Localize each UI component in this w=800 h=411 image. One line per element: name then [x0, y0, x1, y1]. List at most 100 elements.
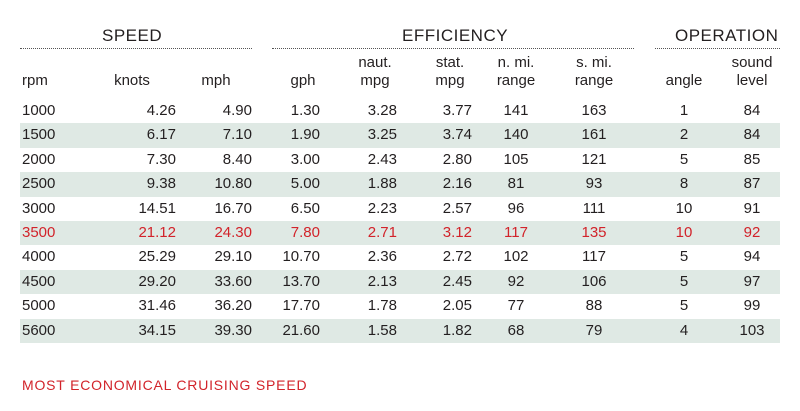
cell-mph: 33.60: [214, 272, 252, 290]
cell-s-mi-range: 106: [581, 272, 607, 290]
cell-naut-mpg: 2.71: [367, 223, 397, 241]
cell-n-mi-range: 68: [507, 321, 525, 339]
cell-gph: 7.80: [290, 223, 320, 241]
cell-knots: 14.51: [138, 199, 176, 217]
cell-naut-mpg: 3.25: [367, 126, 397, 144]
group-title-speed: SPEED: [102, 26, 163, 45]
cell-naut-mpg: 1.58: [367, 321, 397, 339]
cell-stat-mpg: 2.72: [442, 248, 472, 266]
cell-rpm: 1000: [22, 102, 56, 119]
column-header-s-mi-range: s. mi. range: [570, 54, 618, 90]
cell-angle: 5: [679, 297, 689, 315]
cell-angle: 8: [679, 175, 689, 193]
column-header-stat-mpg-line2: mpg: [435, 72, 465, 89]
cell-gph: 21.60: [282, 321, 320, 339]
cell-gph: 6.50: [290, 199, 320, 217]
cell-mph: 36.20: [214, 297, 252, 315]
cell-rpm: 3500: [22, 223, 56, 241]
cell-n-mi-range: 117: [504, 223, 528, 241]
cell-mph: 29.10: [214, 248, 252, 266]
column-header-gph: gph: [290, 72, 316, 89]
cell-n-mi-range: 140: [503, 126, 529, 144]
cell-sound-level: 99: [743, 297, 761, 315]
cell-naut-mpg: 2.36: [367, 248, 397, 266]
cell-stat-mpg: 2.80: [442, 150, 472, 168]
cell-n-mi-range: 81: [507, 175, 525, 193]
column-header-sound-level-line2: level: [736, 72, 768, 89]
cell-stat-mpg: 2.05: [442, 297, 472, 315]
cell-s-mi-range: 88: [585, 297, 603, 315]
cell-stat-mpg: 2.16: [442, 175, 472, 193]
cell-sound-level: 91: [743, 199, 761, 217]
cell-sound-level: 103: [739, 321, 765, 339]
cell-knots: 7.30: [146, 150, 176, 168]
cell-mph: 10.80: [214, 175, 252, 193]
column-header-angle: angle: [665, 72, 703, 89]
table-row: 1500 6.17 7.10 1.90 3.25 3.74 140 161 2 84: [20, 123, 780, 148]
cell-mph: 7.10: [222, 126, 252, 144]
cell-n-mi-range: 141: [503, 102, 529, 119]
cell-s-mi-range: 93: [585, 175, 603, 193]
cell-mph: 39.30: [214, 321, 252, 339]
cell-naut-mpg: 1.78: [367, 297, 397, 315]
cell-angle: 1: [679, 102, 689, 119]
cell-gph: 13.70: [282, 272, 320, 290]
cell-n-mi-range: 105: [503, 150, 529, 168]
table-row: 2000 7.30 8.40 3.00 2.43 2.80 105 121 5 85: [20, 148, 780, 172]
cell-angle: 5: [679, 150, 689, 168]
cell-mph: 8.40: [222, 150, 252, 168]
table-row: 5600 34.15 39.30 21.60 1.58 1.82 68 79 4 103: [20, 318, 780, 343]
table-row: 4000 25.29 29.10 10.70 2.36 2.72 102 117 5 94: [20, 245, 780, 269]
column-header-n-mi-range: n. mi. range: [492, 54, 540, 90]
table-row-highlighted: 3500 21.12 24.30 7.80 2.71 3.12 117 135 10 92: [20, 220, 780, 246]
cell-sound-level: 84: [743, 102, 761, 119]
cell-naut-mpg: 2.13: [367, 272, 397, 290]
cell-rpm: 4500: [22, 272, 56, 290]
column-header-s-mi-range-line1: s. mi.: [576, 54, 612, 71]
cell-sound-level: 85: [743, 150, 761, 168]
column-header-naut-mpg-line1: naut.: [358, 54, 392, 71]
cell-stat-mpg: 3.12: [442, 223, 472, 241]
cell-sound-level: 84: [743, 126, 761, 144]
cell-n-mi-range: 92: [507, 272, 525, 290]
cell-stat-mpg: 1.82: [442, 321, 472, 339]
cell-knots: 6.17: [146, 126, 176, 144]
group-title-operation: OPERATION: [675, 26, 779, 45]
column-header-n-mi-range-line1: n. mi.: [497, 54, 535, 71]
cell-s-mi-range: 163: [581, 102, 607, 119]
cell-gph: 3.00: [290, 150, 320, 168]
cell-s-mi-range: 135: [581, 223, 607, 241]
group-divider-speed: [20, 48, 252, 49]
column-header-sound-level: sound level: [728, 54, 776, 90]
cell-naut-mpg: 3.28: [367, 102, 397, 119]
cell-sound-level: 94: [743, 248, 761, 266]
cell-gph: 1.90: [290, 126, 320, 144]
group-title-efficiency: EFFICIENCY: [402, 26, 509, 45]
column-header-knots: knots: [114, 72, 150, 89]
legend-note: MOST ECONOMICAL CRUISING SPEED: [22, 377, 308, 393]
cell-stat-mpg: 2.57: [442, 199, 472, 217]
cell-s-mi-range: 117: [582, 248, 606, 266]
column-header-stat-mpg-line1: stat.: [435, 54, 465, 71]
cell-knots: 29.20: [138, 272, 176, 290]
cell-angle: 5: [679, 272, 689, 290]
column-header-stat-mpg: stat. mpg: [426, 54, 474, 90]
cell-knots: 4.26: [146, 102, 176, 119]
table-row: 5000 31.46 36.20 17.70 1.78 2.05 77 88 5 99: [20, 294, 780, 318]
cell-s-mi-range: 121: [581, 150, 607, 168]
cell-gph: 17.70: [282, 297, 320, 315]
cell-mph: 24.30: [214, 223, 252, 241]
cell-angle: 4: [679, 321, 689, 339]
cell-naut-mpg: 1.88: [367, 175, 397, 193]
cell-stat-mpg: 2.45: [442, 272, 472, 290]
group-divider-operation: [655, 48, 780, 49]
column-header-naut-mpg-line2: mpg: [360, 72, 390, 89]
cell-sound-level: 87: [743, 175, 761, 193]
cell-knots: 25.29: [138, 248, 176, 266]
cell-knots: 9.38: [146, 175, 176, 193]
cell-naut-mpg: 2.43: [367, 150, 397, 168]
cell-s-mi-range: 161: [581, 126, 607, 144]
cell-stat-mpg: 3.74: [442, 126, 472, 144]
cell-mph: 4.90: [222, 102, 252, 119]
column-header-mph: mph: [201, 72, 231, 89]
